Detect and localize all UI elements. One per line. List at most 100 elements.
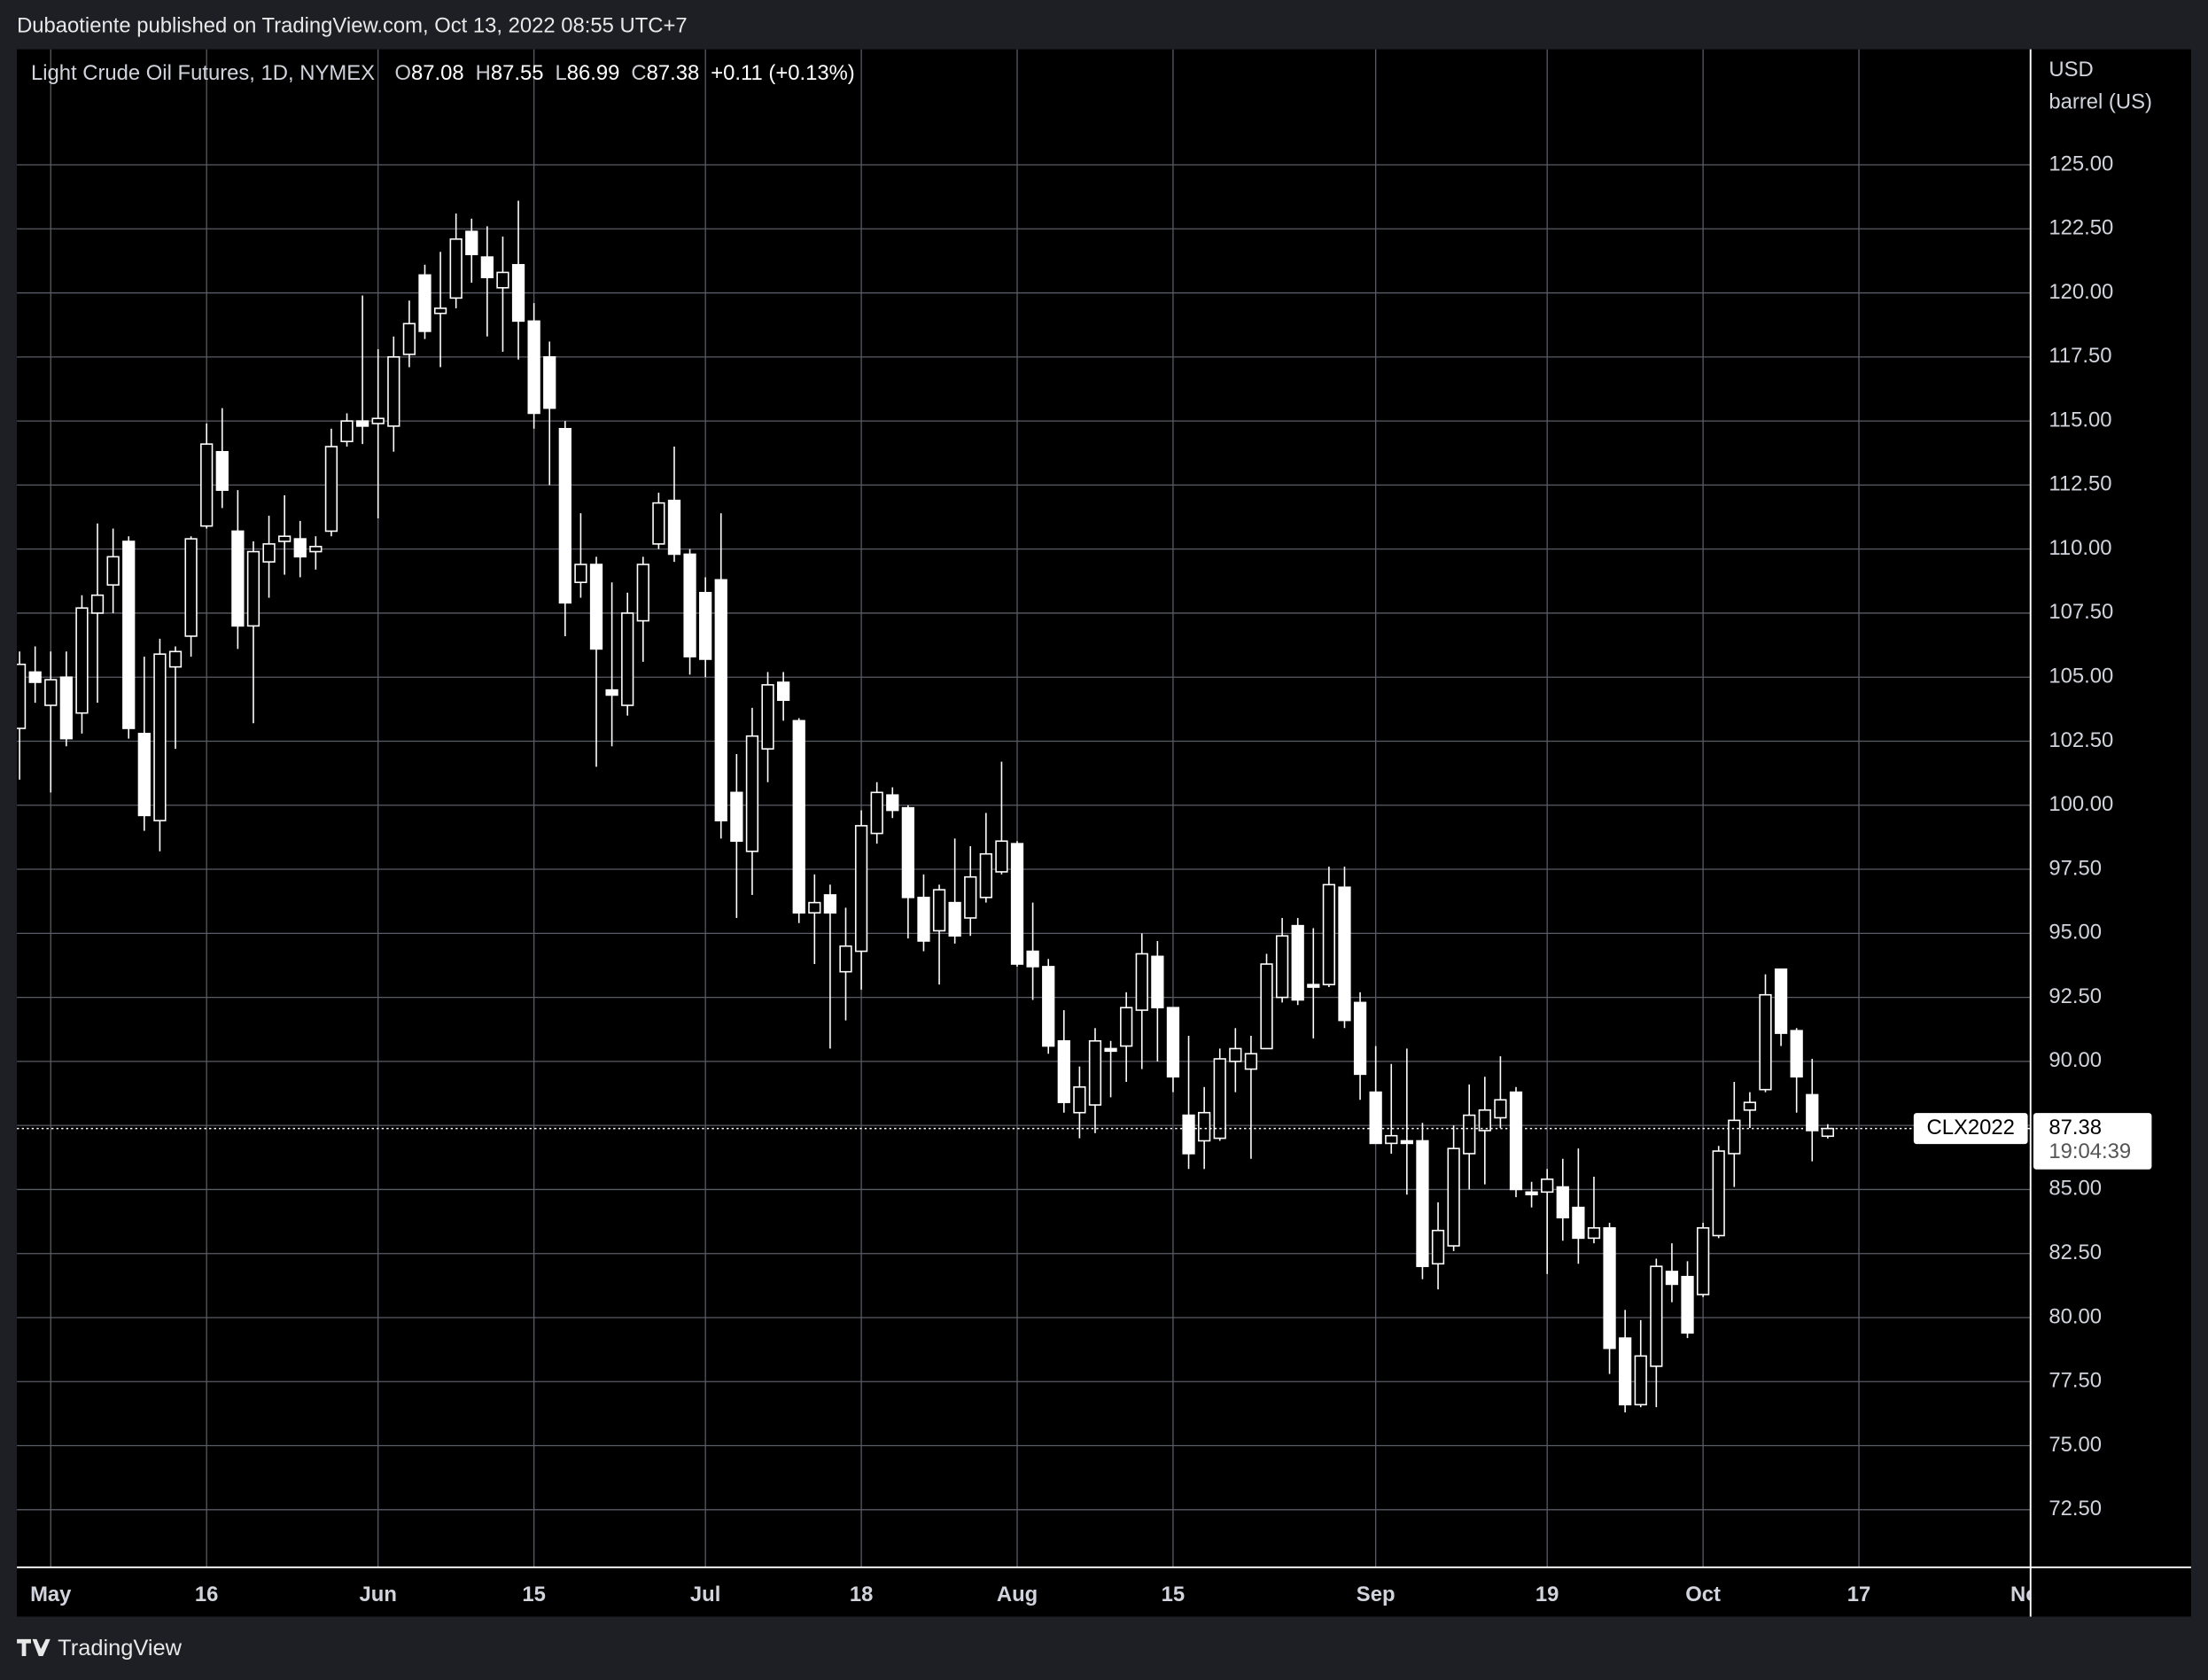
y-tick-label: 117.50 xyxy=(2049,344,2111,368)
time-axis: May 16 Jun 15 Jul 18 Aug 15 Sep 19 Oct 17 Nov xyxy=(30,1583,2051,1606)
candle-body xyxy=(1650,1265,1663,1367)
countdown: 19:04:39 xyxy=(2049,1139,2131,1163)
candle-body xyxy=(1151,955,1164,1008)
y-tick-label: 120.00 xyxy=(2049,280,2113,304)
candle-body xyxy=(28,671,42,683)
candle-body xyxy=(558,427,571,604)
candle-body xyxy=(371,417,385,424)
candle-body xyxy=(1182,1114,1195,1155)
candle-body xyxy=(122,541,136,729)
candle-body xyxy=(605,688,618,696)
candle-body xyxy=(1821,1127,1834,1138)
grid xyxy=(17,49,2031,1567)
candle-body xyxy=(1104,1047,1117,1053)
y-tick-label: 100.00 xyxy=(2049,792,2113,816)
candle-body xyxy=(730,791,743,843)
candle-body xyxy=(340,420,354,443)
candle-body xyxy=(792,719,805,914)
candle-body xyxy=(231,530,245,627)
candle-body xyxy=(1338,886,1351,1022)
candle-body xyxy=(402,323,416,355)
candle-body xyxy=(1603,1227,1616,1349)
candle-body xyxy=(246,550,260,627)
y-tick-label: 75.00 xyxy=(2049,1433,2102,1457)
candle-body xyxy=(636,564,649,622)
candle-body xyxy=(901,806,914,898)
candle-body xyxy=(808,901,821,914)
low-value: 86.99 xyxy=(567,62,620,86)
y-axis-label: barrel (US) xyxy=(2049,89,2152,113)
chart-area xyxy=(17,49,2191,1617)
candle-body xyxy=(1073,1085,1086,1114)
candle-body xyxy=(1806,1093,1819,1132)
candle-body xyxy=(1759,993,1772,1091)
candle-body xyxy=(1728,1119,1741,1155)
y-tick-label: 115.00 xyxy=(2049,408,2111,432)
candle-body xyxy=(1198,1111,1211,1142)
candle-body xyxy=(1681,1275,1694,1334)
y-tick-label: 125.00 xyxy=(2049,152,2113,175)
y-tick-label: 77.50 xyxy=(2049,1369,2102,1393)
candle-body xyxy=(932,889,946,932)
candle-body xyxy=(1712,1150,1725,1237)
candle-body xyxy=(496,271,509,289)
candle-body xyxy=(1774,968,1788,1034)
publisher-line: Dubaotiente published on TradingView.com… xyxy=(17,13,688,37)
change-value: +0.11 (+0.13%) xyxy=(711,62,855,86)
candle-body xyxy=(449,238,463,299)
candle-body xyxy=(75,607,89,714)
candle-body xyxy=(1743,1101,1757,1111)
candle-body xyxy=(1634,1355,1647,1406)
candle-body xyxy=(44,679,58,706)
logo-icon xyxy=(17,1638,51,1656)
y-tick-label: 72.50 xyxy=(2049,1497,2102,1521)
candle-body xyxy=(1010,843,1024,965)
candle-body xyxy=(262,543,276,563)
candle-body xyxy=(278,535,292,542)
candle-body xyxy=(137,733,151,817)
x-tick-label: Oct xyxy=(1685,1583,1721,1606)
high-label: H xyxy=(476,62,491,86)
y-tick-label: 105.00 xyxy=(2049,665,2113,688)
candle-body xyxy=(1166,1007,1180,1078)
candle-body xyxy=(1291,924,1304,1001)
open-label: O xyxy=(395,62,412,86)
x-tick-label: 15 xyxy=(1162,1583,1186,1606)
candle-body xyxy=(433,307,447,315)
x-tick-label: Jun xyxy=(360,1583,397,1606)
candle-body xyxy=(355,420,369,427)
y-tick-label: 107.50 xyxy=(2049,600,2113,624)
candle-body xyxy=(1057,1039,1070,1103)
candle-body xyxy=(854,825,868,953)
y-tick-label: 112.50 xyxy=(2049,472,2111,496)
candle-body xyxy=(1369,1091,1382,1145)
x-tick-label: 17 xyxy=(1847,1583,1871,1606)
candle-body xyxy=(964,875,977,919)
candle-body xyxy=(1275,935,1289,999)
x-tick-label: Nov xyxy=(2010,1583,2051,1606)
low-label: L xyxy=(556,62,567,86)
candle-body xyxy=(1478,1109,1491,1132)
candle-body xyxy=(1587,1227,1601,1240)
high-value: 87.55 xyxy=(491,62,544,86)
x-tick-label: Jul xyxy=(690,1583,720,1606)
candle-body xyxy=(948,901,961,937)
candle-body xyxy=(215,451,229,491)
branding: TradingView xyxy=(17,1636,183,1661)
candle-body xyxy=(761,684,774,750)
candle-body xyxy=(1665,1271,1679,1286)
candle-body xyxy=(59,676,73,740)
candles xyxy=(17,200,1834,1412)
candle-body xyxy=(839,945,852,973)
y-tick-label: 97.50 xyxy=(2049,856,2102,880)
candle-body xyxy=(1322,883,1336,985)
candle-body xyxy=(543,356,556,409)
y-tick-label: 102.50 xyxy=(2049,728,2113,752)
candle-body xyxy=(309,545,323,553)
candle-body xyxy=(387,356,400,427)
candle-body xyxy=(589,564,603,650)
candle-body xyxy=(1572,1206,1585,1240)
candle-body xyxy=(995,840,1008,873)
